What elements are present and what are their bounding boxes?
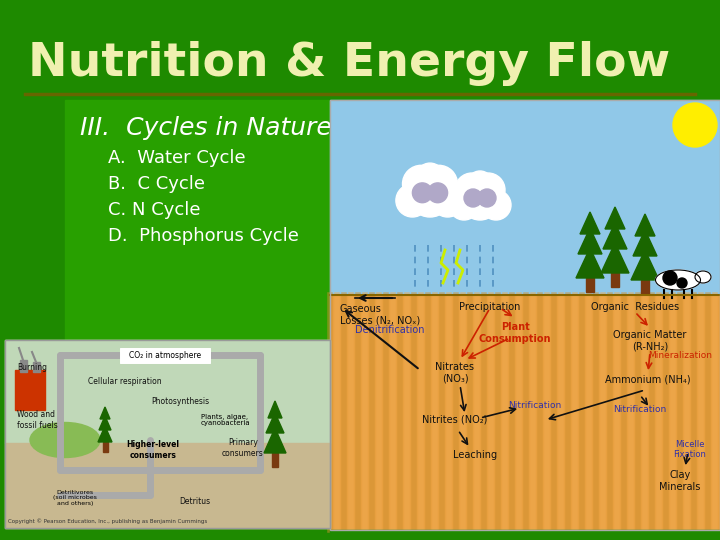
Circle shape (464, 189, 482, 207)
Text: Organic  Residues: Organic Residues (591, 302, 679, 312)
Text: Wood and
fossil fuels: Wood and fossil fuels (17, 410, 58, 430)
Text: Nitrification: Nitrification (613, 406, 667, 415)
Polygon shape (603, 223, 627, 249)
Circle shape (460, 180, 500, 220)
Circle shape (478, 189, 496, 207)
Text: Clay
Minerals: Clay Minerals (660, 470, 701, 491)
Text: Plant
Consumption: Plant Consumption (479, 322, 552, 343)
Bar (611, 273, 619, 287)
Text: CO₂ in atmosphere: CO₂ in atmosphere (129, 351, 201, 360)
Bar (103, 442, 108, 452)
Text: Cellular respiration: Cellular respiration (88, 377, 162, 387)
Circle shape (677, 278, 687, 288)
Ellipse shape (30, 422, 100, 457)
Text: Nitrites (NO₂): Nitrites (NO₂) (423, 415, 487, 425)
Polygon shape (631, 250, 659, 280)
Polygon shape (266, 413, 284, 433)
Circle shape (415, 163, 444, 192)
Text: Mineralization: Mineralization (648, 350, 712, 360)
Bar (5, 340, 330, 528)
Text: Detritus: Detritus (179, 497, 210, 507)
Text: Gaseous
Losses (N₂, NOₓ): Gaseous Losses (N₂, NOₓ) (340, 304, 420, 326)
Polygon shape (601, 243, 629, 273)
Polygon shape (268, 401, 282, 418)
Bar (330, 530, 720, 540)
Bar (0, 0, 720, 90)
Text: Organic Matter
(R-NH₂): Organic Matter (R-NH₂) (613, 330, 687, 352)
Circle shape (481, 190, 511, 220)
Text: Ammonium (NH₄): Ammonium (NH₄) (606, 375, 690, 385)
Text: Detritivores
(soil microbes
and others): Detritivores (soil microbes and others) (53, 490, 97, 507)
Polygon shape (98, 426, 112, 442)
Text: Nitrification: Nitrification (508, 401, 562, 409)
Text: D.  Phosphorus Cycle: D. Phosphorus Cycle (108, 227, 299, 245)
Circle shape (455, 173, 489, 207)
Text: Denitrification: Denitrification (355, 325, 425, 335)
Polygon shape (635, 214, 655, 236)
Bar (330, 100, 720, 530)
Polygon shape (576, 248, 604, 278)
Text: B.  C Cycle: B. C Cycle (108, 175, 205, 193)
Polygon shape (633, 230, 657, 256)
Circle shape (420, 165, 457, 202)
Polygon shape (100, 407, 110, 419)
Circle shape (431, 184, 464, 217)
Circle shape (449, 190, 479, 220)
Text: Micelle
Fixation: Micelle Fixation (674, 440, 706, 460)
Circle shape (408, 173, 452, 217)
Circle shape (428, 183, 448, 202)
Text: Primary
consumers: Primary consumers (222, 438, 264, 458)
Text: C. N Cycle: C. N Cycle (108, 201, 200, 219)
Bar (65, 100, 330, 340)
Polygon shape (264, 428, 286, 453)
Bar (5, 443, 330, 528)
Bar (0, 530, 720, 540)
Circle shape (471, 173, 505, 207)
Bar (5, 340, 330, 443)
Circle shape (663, 271, 677, 285)
Ellipse shape (695, 271, 711, 283)
Text: Nutrition & Energy Flow: Nutrition & Energy Flow (28, 40, 670, 85)
Polygon shape (580, 212, 600, 234)
Text: Nitrates
(NO₃): Nitrates (NO₃) (436, 362, 474, 383)
Bar (33, 362, 40, 372)
Bar (641, 280, 649, 294)
Text: III.  Cycles in Nature: III. Cycles in Nature (80, 116, 332, 140)
Text: A.  Water Cycle: A. Water Cycle (108, 149, 246, 167)
Bar (5, 340, 330, 528)
Text: Copyright © Pearson Education, Inc., publishing as Benjamin Cummings: Copyright © Pearson Education, Inc., pub… (8, 518, 207, 524)
Bar (586, 278, 594, 292)
Bar (120, 348, 210, 363)
Bar (330, 295, 720, 530)
Circle shape (673, 103, 717, 147)
Bar (15, 370, 45, 410)
Circle shape (413, 183, 432, 202)
Circle shape (396, 184, 429, 217)
Text: Higher-level
consumers: Higher-level consumers (127, 440, 179, 460)
Polygon shape (578, 228, 602, 254)
Text: Precipitation: Precipitation (459, 302, 521, 312)
Text: Plants, algae,
cyanobacteria: Plants, algae, cyanobacteria (200, 414, 250, 427)
Bar (20, 360, 27, 372)
Text: Burning: Burning (17, 363, 47, 373)
Ellipse shape (655, 270, 701, 290)
Bar (272, 453, 278, 467)
Text: Leaching: Leaching (453, 450, 497, 460)
Polygon shape (605, 207, 625, 229)
Text: Photosynthesis: Photosynthesis (151, 397, 209, 407)
Circle shape (467, 171, 493, 197)
Bar (330, 100, 720, 295)
Circle shape (402, 165, 440, 202)
Polygon shape (99, 416, 111, 430)
